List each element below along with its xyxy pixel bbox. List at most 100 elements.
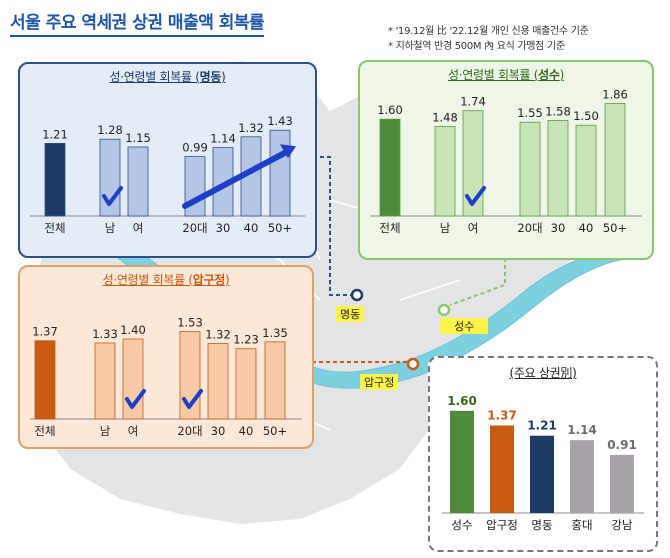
category-label: 50+	[263, 424, 287, 438]
category-label: 30	[211, 424, 226, 438]
value-label: 1.43	[267, 114, 293, 128]
category-label: 남	[100, 424, 111, 438]
category-label: 여	[468, 221, 479, 235]
value-label: 1.60	[377, 103, 403, 117]
category-label: 전체	[34, 424, 55, 438]
category-label: 30	[216, 221, 231, 235]
value-label: 1.60	[447, 394, 477, 408]
value-label: 0.91	[607, 438, 637, 452]
label-myeongdong: 명동	[336, 306, 365, 322]
bar-성수	[450, 410, 474, 513]
checkmark-icon	[182, 389, 203, 409]
trend-arrow	[182, 148, 291, 209]
value-label: 1.32	[238, 121, 264, 135]
chart-seongsu: 1.60 전체 1.48 남 1.74 여 1.55 20대 1.58 30 1.50 40 1.86 5…	[370, 87, 642, 235]
value-label: 1.74	[460, 95, 486, 109]
label-seongsu: 성수	[440, 318, 489, 334]
note-2: * 지하철역 반경 500M 內 요식 가맹점 기준	[388, 41, 565, 52]
chart-apgujeong: 1.37 전체 1.33 남 1.40 여 1.53 20대 1.32 30 1.23 40 1.35 5…	[30, 316, 302, 438]
category-label: 40	[244, 221, 259, 235]
category-label: 압구정	[486, 518, 518, 532]
category-label: 성수	[451, 518, 472, 532]
category-label: 홍대	[571, 518, 592, 532]
bar-명동	[530, 435, 554, 513]
bar-30	[547, 119, 569, 217]
bar-압구정	[490, 425, 514, 513]
category-label: 여	[133, 221, 144, 235]
value-label: 1.40	[120, 323, 146, 337]
category-label: 20대	[182, 221, 207, 235]
panel-major-districts: (주요 상권別) 1.60 성수 1.37 압구정 1.21 명동 1.14 홍대 0.91 강남	[428, 356, 658, 552]
panel-title: 성·연령별 회복률 (명동)	[109, 70, 226, 84]
bar-여	[462, 110, 484, 217]
panel-apgujeong: 성·연령별 회복률 (압구정) 1.37 전체 1.33 남 1.40 여 1.53 20대 1…	[18, 265, 314, 449]
bar-40	[575, 124, 597, 217]
value-label: 1.32	[205, 328, 231, 342]
value-label: 1.15	[125, 131, 151, 145]
bar-강남	[610, 454, 634, 513]
value-label: 1.33	[92, 327, 118, 341]
value-label: 1.21	[42, 127, 68, 141]
chart-myeongdong: 1.21 전체 1.28 남 1.15 여 0.99 20대 1.14 30 1.32 40 1.43 5…	[30, 114, 305, 235]
panel-title: (주요 상권別)	[509, 366, 577, 380]
category-label: 여	[128, 424, 139, 438]
value-label: 1.14	[210, 132, 236, 146]
checkmark-icon	[465, 186, 486, 206]
panel-title: 성·연령별 회복률 (성수)	[448, 68, 564, 82]
page-title: 서울 주요 역세권 상권 매출액 회복률	[10, 8, 265, 37]
value-label: 1.37	[32, 325, 58, 339]
category-label: 40	[579, 221, 594, 235]
bar-20대	[519, 121, 541, 217]
category-label: 50+	[268, 221, 292, 235]
checkmark-icon	[102, 186, 123, 206]
bar-50+	[269, 129, 291, 217]
value-label: 0.99	[182, 141, 208, 155]
myeongdong-marker	[350, 288, 364, 302]
category-label: 전체	[44, 221, 65, 235]
category-label: 명동	[531, 518, 552, 532]
category-label: 50+	[603, 221, 627, 235]
category-label: 강남	[611, 518, 633, 532]
value-label: 1.14	[567, 423, 597, 437]
value-label: 1.86	[602, 87, 628, 101]
apgujeong-marker	[406, 357, 420, 371]
checkmark-icon	[125, 389, 146, 409]
value-label: 1.53	[177, 316, 203, 330]
bar-30	[207, 343, 229, 420]
panel-myeongdong: 성·연령별 회복률 (명동) 1.21 전체 1.28 남 1.15 여 0.99 20대 1.…	[18, 62, 317, 258]
value-label: 1.58	[545, 104, 571, 118]
bar-전체	[34, 340, 56, 420]
bar-홍대	[570, 440, 594, 513]
value-label: 1.28	[97, 123, 123, 137]
trend-arrow-head	[280, 144, 296, 159]
bar-남	[94, 342, 116, 420]
category-label: 남	[105, 221, 116, 235]
label-apgujeong: 압구정	[360, 374, 399, 390]
category-label: 남	[440, 221, 451, 235]
panel-title: 성·연령별 회복률 (압구정)	[102, 273, 230, 287]
value-label: 1.23	[233, 333, 259, 347]
bar-남	[434, 126, 456, 217]
panel-seongsu: 성·연령별 회복률 (성수) 1.60 전체 1.48 남 1.74 여 1.55 20대 1.…	[358, 60, 654, 260]
seongsu-marker	[437, 303, 451, 317]
value-label: 1.35	[262, 326, 288, 340]
chart-major-districts: 1.60 성수 1.37 압구정 1.21 명동 1.14 홍대 0.91 강남	[442, 394, 644, 532]
bar-50+	[264, 341, 286, 420]
category-label: 전체	[379, 221, 400, 235]
value-label: 1.50	[573, 109, 599, 123]
value-label: 1.37	[487, 408, 517, 422]
note-1: * '19.12월 比 '22.12월 개인 신용 매출건수 기준	[388, 26, 589, 37]
bar-여	[127, 146, 149, 217]
value-label: 1.21	[527, 419, 557, 433]
category-label: 20대	[517, 221, 542, 235]
value-label: 1.55	[517, 106, 543, 120]
bar-40	[235, 348, 257, 420]
category-label: 40	[239, 424, 254, 438]
value-label: 1.48	[432, 110, 458, 124]
bar-전체	[44, 143, 66, 217]
category-label: 30	[551, 221, 566, 235]
bar-50+	[604, 103, 626, 217]
bar-전체	[379, 118, 401, 217]
category-label: 20대	[177, 424, 202, 438]
